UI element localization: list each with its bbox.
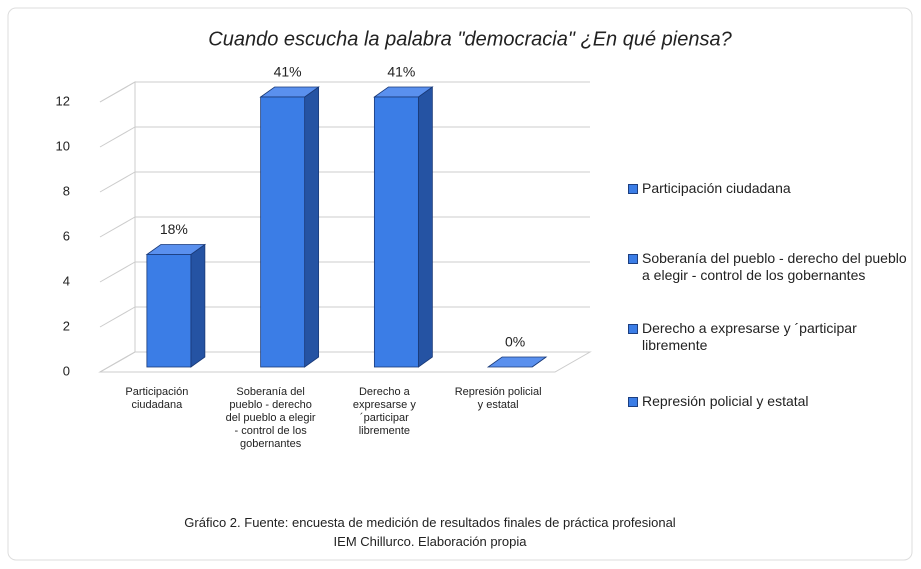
- legend-swatch: [628, 397, 638, 407]
- chart-title: Cuando escucha la palabra "democracia" ¿…: [208, 28, 732, 50]
- grid-line: [99, 81, 590, 103]
- y-tick-label: 0: [63, 363, 70, 378]
- y-tick-label: 4: [63, 273, 70, 288]
- grid-line: [99, 171, 590, 193]
- caption: Gráfico 2. Fuente: encuesta de medición …: [184, 515, 676, 530]
- data-label: 41%: [387, 64, 415, 80]
- legend-entry: Soberanía del pueblo - derecho del puebl…: [628, 250, 912, 284]
- bar-side: [417, 86, 433, 368]
- grid-line: [99, 126, 590, 148]
- y-tick-label: 6: [63, 228, 70, 243]
- y-tick-label: 8: [63, 183, 70, 198]
- bar-side: [304, 86, 320, 368]
- caption: IEM Chillurco. Elaboración propia: [333, 534, 527, 549]
- legend-swatch: [628, 254, 638, 264]
- bar-top: [486, 356, 548, 368]
- y-tick-label: 2: [63, 318, 70, 333]
- bar: [146, 254, 192, 368]
- y-tick-label: 10: [56, 138, 70, 153]
- bar: [373, 96, 419, 368]
- legend-swatch: [628, 324, 638, 334]
- x-tick-label: Soberanía del pueblo - derecho del puebl…: [225, 386, 316, 450]
- legend-entry: Represión policial y estatal: [628, 393, 912, 410]
- grid-line: [99, 306, 590, 328]
- x-tick-label: Derecho a expresarse y ´participar libre…: [352, 386, 416, 437]
- data-label: 41%: [274, 64, 302, 80]
- grid-line: [99, 261, 590, 283]
- y-tick-label: 12: [56, 93, 70, 108]
- bar-side: [190, 243, 206, 368]
- grid-line: [99, 216, 590, 238]
- data-label: 18%: [160, 221, 188, 237]
- bar: [260, 96, 306, 368]
- x-tick-label: Represión policial y estatal: [454, 386, 542, 411]
- legend-swatch: [628, 184, 638, 194]
- border: [7, 7, 913, 561]
- legend-entry: Participación ciudadana: [628, 180, 912, 197]
- legend-entry: Derecho a expresarse y ´participar libre…: [628, 320, 912, 354]
- data-label: 0%: [505, 334, 525, 350]
- x-tick-label: Participación ciudadana: [125, 386, 189, 411]
- grid-line: [99, 351, 590, 373]
